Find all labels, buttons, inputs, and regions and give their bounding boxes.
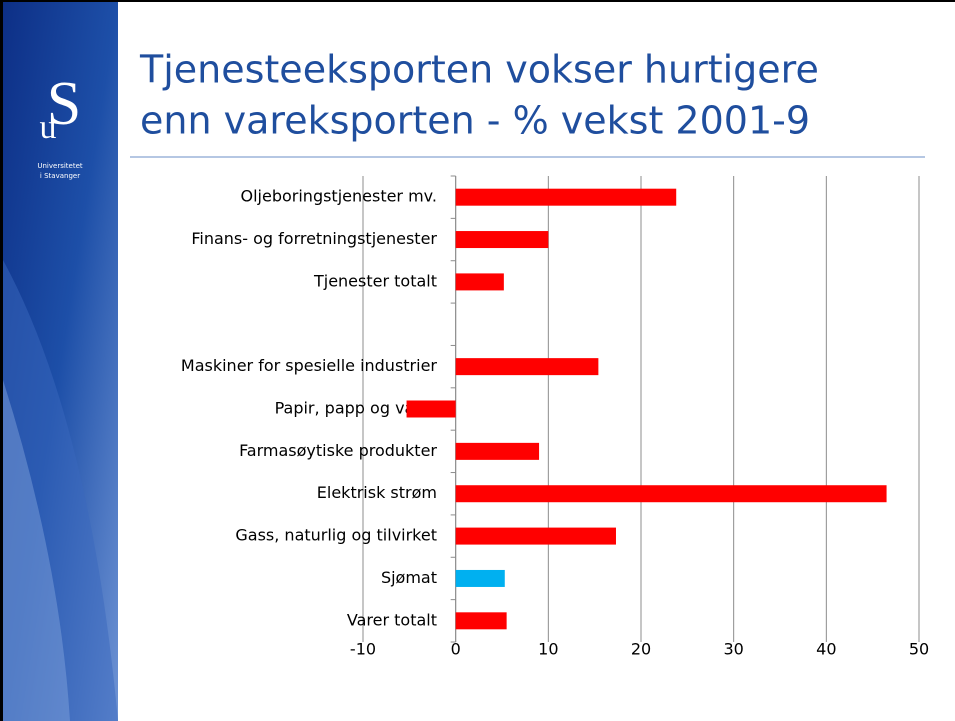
category-label: Finans- og forretningstjenester <box>191 229 437 248</box>
left-border <box>0 0 3 721</box>
bar <box>455 273 504 291</box>
x-tick-label: 0 <box>451 640 461 659</box>
category-label: Gass, naturlig og tilvirket <box>235 526 437 545</box>
sidebar-swoosh <box>3 380 70 721</box>
bar <box>455 358 599 376</box>
bar <box>455 231 549 249</box>
top-border <box>0 0 955 2</box>
x-tick-label: -10 <box>350 640 376 659</box>
category-label: Oljeboringstjenester mv. <box>241 187 438 206</box>
logo-text: Universitetet <box>37 162 83 170</box>
title-line: Tjenesteeksporten vokser hurtigere <box>139 48 819 92</box>
category-label: Farmasøytiske produkter <box>239 441 437 460</box>
x-tick-label: 10 <box>538 640 558 659</box>
category-label: Papir, papp og varer <box>275 399 438 418</box>
title-line: enn vareksporten - % vekst 2001-9 <box>140 99 810 143</box>
category-label: Sjømat <box>381 568 437 587</box>
x-tick-label: 30 <box>723 640 743 659</box>
x-tick-label: 20 <box>631 640 651 659</box>
bar <box>455 569 505 587</box>
x-tick-label: 40 <box>816 640 836 659</box>
x-tick-label: 50 <box>909 640 929 659</box>
bar <box>455 485 887 503</box>
category-label: Varer totalt <box>347 610 437 629</box>
bar <box>455 527 616 545</box>
category-label: Maskiner for spesielle industrier <box>181 356 438 375</box>
bar <box>455 188 677 206</box>
category-label: Elektrisk strøm <box>317 483 437 502</box>
category-label: Tjenester totalt <box>313 271 437 290</box>
sidebar-swoosh <box>3 260 118 721</box>
bar <box>406 400 456 418</box>
bar <box>455 612 507 630</box>
logo-letter: S <box>47 70 81 138</box>
bar <box>455 442 540 460</box>
logo-text: i Stavanger <box>40 172 80 180</box>
logo-letter: u <box>40 109 57 146</box>
